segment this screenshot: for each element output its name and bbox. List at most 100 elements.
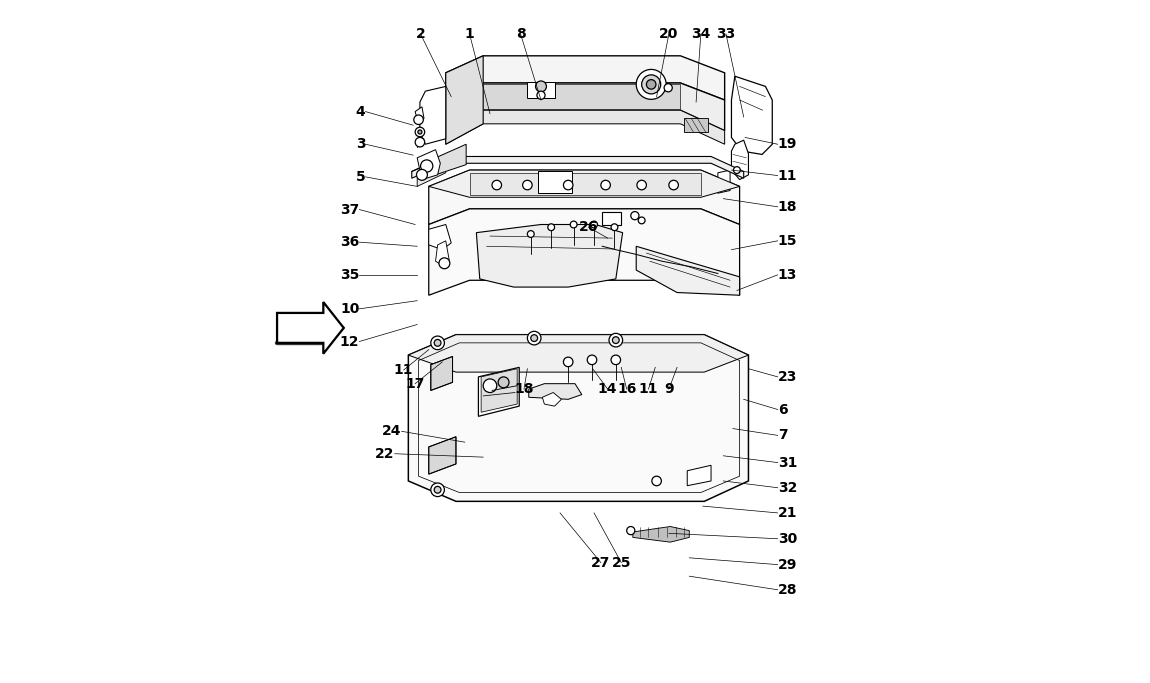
Text: 3: 3 <box>355 137 366 151</box>
Circle shape <box>528 331 540 345</box>
Polygon shape <box>537 171 572 193</box>
Text: 11: 11 <box>638 382 658 396</box>
Text: 25: 25 <box>612 555 631 570</box>
Polygon shape <box>684 118 707 132</box>
Text: 21: 21 <box>777 506 797 520</box>
Polygon shape <box>417 166 446 186</box>
Circle shape <box>570 221 577 228</box>
Circle shape <box>414 115 423 124</box>
Circle shape <box>638 217 645 224</box>
Text: 31: 31 <box>777 456 797 470</box>
Text: 27: 27 <box>591 555 611 570</box>
Polygon shape <box>476 225 622 287</box>
Circle shape <box>536 81 546 92</box>
Text: 14: 14 <box>598 382 618 396</box>
Polygon shape <box>529 384 582 400</box>
Circle shape <box>416 169 428 180</box>
Circle shape <box>547 224 554 231</box>
Text: 26: 26 <box>578 220 598 234</box>
Circle shape <box>415 127 424 137</box>
Circle shape <box>522 180 532 190</box>
Polygon shape <box>446 110 724 144</box>
Circle shape <box>498 377 509 388</box>
Circle shape <box>483 379 497 393</box>
Polygon shape <box>429 225 451 250</box>
Circle shape <box>613 337 619 344</box>
Circle shape <box>631 212 639 220</box>
Polygon shape <box>731 76 773 154</box>
Circle shape <box>627 527 635 535</box>
Circle shape <box>652 476 661 486</box>
Circle shape <box>435 486 440 493</box>
Circle shape <box>531 335 537 342</box>
Text: 9: 9 <box>664 382 674 396</box>
Text: 34: 34 <box>691 27 711 41</box>
Polygon shape <box>408 335 749 501</box>
Text: 37: 37 <box>340 203 359 217</box>
Text: 2: 2 <box>415 27 426 41</box>
Circle shape <box>564 357 573 367</box>
Circle shape <box>636 70 666 99</box>
Circle shape <box>435 339 440 346</box>
Polygon shape <box>420 87 446 144</box>
Polygon shape <box>481 369 518 413</box>
Circle shape <box>431 483 444 497</box>
Circle shape <box>664 84 673 92</box>
Text: 18: 18 <box>514 382 534 396</box>
Text: 11: 11 <box>777 169 797 182</box>
Text: 24: 24 <box>382 424 401 438</box>
Polygon shape <box>718 170 730 193</box>
Text: 1: 1 <box>465 27 475 41</box>
Text: 16: 16 <box>618 382 636 396</box>
Polygon shape <box>446 83 724 130</box>
Circle shape <box>646 80 656 89</box>
Text: 7: 7 <box>777 428 788 443</box>
Polygon shape <box>543 393 561 406</box>
Circle shape <box>588 355 597 365</box>
Polygon shape <box>277 302 344 354</box>
Circle shape <box>642 75 661 94</box>
Circle shape <box>537 91 545 99</box>
Polygon shape <box>436 144 466 175</box>
Text: 22: 22 <box>375 447 394 461</box>
Circle shape <box>610 333 622 347</box>
Text: 11: 11 <box>393 363 413 377</box>
Circle shape <box>431 336 444 350</box>
Polygon shape <box>731 140 749 180</box>
Text: 36: 36 <box>340 235 359 249</box>
Polygon shape <box>446 56 724 100</box>
Polygon shape <box>528 82 554 98</box>
Circle shape <box>417 130 422 134</box>
Text: 12: 12 <box>340 335 359 348</box>
Text: 13: 13 <box>777 268 797 282</box>
Polygon shape <box>478 367 519 417</box>
Text: 33: 33 <box>716 27 736 41</box>
Polygon shape <box>429 170 739 197</box>
Circle shape <box>415 137 424 147</box>
Circle shape <box>528 231 535 238</box>
Text: 10: 10 <box>340 302 359 316</box>
Circle shape <box>600 180 611 190</box>
Text: 20: 20 <box>659 27 678 41</box>
Text: 32: 32 <box>777 481 797 494</box>
Polygon shape <box>436 241 450 266</box>
Polygon shape <box>483 85 681 109</box>
Text: 5: 5 <box>355 170 366 184</box>
Text: 6: 6 <box>777 402 788 417</box>
Circle shape <box>734 167 741 173</box>
Circle shape <box>591 221 598 228</box>
Polygon shape <box>408 335 749 372</box>
Text: 29: 29 <box>777 557 797 572</box>
Polygon shape <box>412 156 744 178</box>
Polygon shape <box>603 212 621 225</box>
Text: 18: 18 <box>777 200 797 214</box>
Text: 30: 30 <box>777 532 797 546</box>
Polygon shape <box>429 209 739 295</box>
Polygon shape <box>636 247 739 295</box>
Polygon shape <box>469 173 700 195</box>
Polygon shape <box>429 436 455 474</box>
Text: 35: 35 <box>340 268 359 282</box>
Circle shape <box>637 180 646 190</box>
Circle shape <box>439 258 450 268</box>
Polygon shape <box>446 56 483 144</box>
